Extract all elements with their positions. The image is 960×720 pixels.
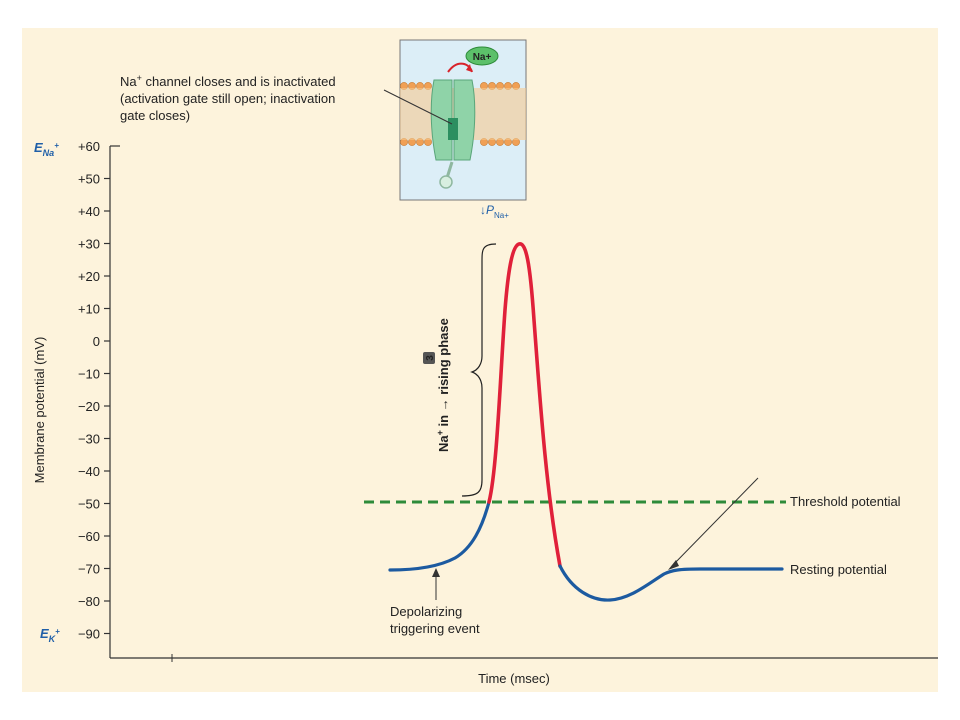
pna-label: ↓PNa+ [480, 203, 509, 220]
step-badge [423, 352, 435, 364]
y-tick-label: 0 [93, 334, 100, 349]
rising-phase-brace [461, 243, 497, 497]
ena-label: ENa+ [34, 140, 59, 158]
threshold-label: Threshold potential [790, 494, 901, 509]
afterhyperpolarization-curve [558, 564, 784, 602]
y-tick-label: +10 [78, 302, 100, 317]
x-axis-label: Time (msec) [478, 671, 550, 686]
y-tick-label: +20 [78, 269, 100, 284]
y-tick-label: −80 [78, 594, 100, 609]
channel-note-pointer [383, 89, 453, 125]
y-axis-label: Membrane potential (mV) [32, 337, 47, 484]
channel-note-line-1: Na+ channel closes and is inactivated [120, 73, 336, 89]
y-tick-label: +50 [78, 172, 100, 187]
y-tick-label: +40 [78, 204, 100, 219]
y-tick-label: −10 [78, 367, 100, 382]
phase-text: Na+ in → rising phase [435, 318, 451, 452]
ek-label: EK+ [40, 626, 60, 644]
baseline-rise-curve [388, 500, 491, 572]
y-tick-label: −40 [78, 464, 100, 479]
resting-pointer [671, 477, 759, 567]
y-tick-label: −20 [78, 399, 100, 414]
resting-label: Resting potential [790, 562, 887, 577]
trigger-label-line-2: triggering event [390, 621, 480, 636]
y-tick-label: −30 [78, 432, 100, 447]
y-tick-label: +30 [78, 237, 100, 252]
y-tick-label: −60 [78, 529, 100, 544]
channel-note-line-2: (activation gate still open; inactivatio… [120, 91, 335, 106]
step-number: 3 [425, 355, 436, 361]
sodium-channel-illustration: Na+ [399, 39, 527, 201]
channel-note-line-3: gate closes) [120, 108, 190, 123]
y-tick-label: −70 [78, 562, 100, 577]
y-tick-label: −50 [78, 497, 100, 512]
rising-phase-curve [487, 242, 562, 568]
y-tick-label: −90 [78, 627, 100, 642]
y-axis: +60 +50 +40 +30 +20 +10 0 −10 −20 −30 −40 −50 −60 −70… [78, 139, 120, 658]
rising-phase-label: 3 Na+ in → rising phase [423, 318, 451, 452]
y-tick-label: +60 [78, 139, 100, 154]
sodium-ion-label: Na+ [473, 52, 492, 63]
trigger-label-line-1: Depolarizing [390, 604, 462, 619]
